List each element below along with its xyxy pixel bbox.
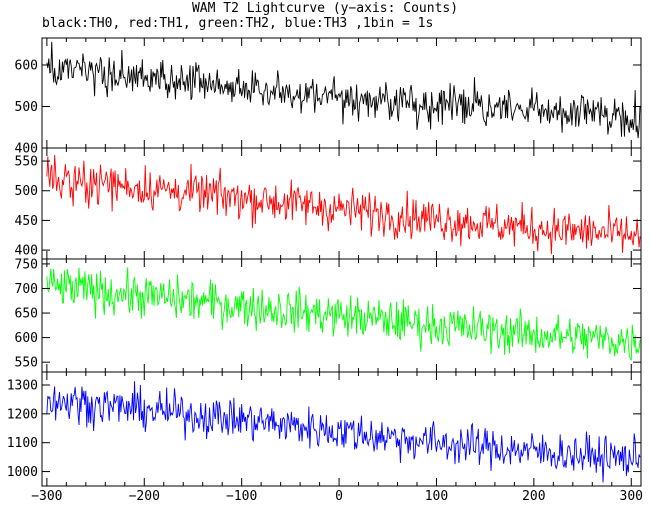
series-line-th1 xyxy=(46,154,641,255)
series-line-th2 xyxy=(46,267,641,361)
y-tick-label: 600 xyxy=(15,331,38,346)
y-tick-label: 500 xyxy=(15,100,38,115)
y-tick-label: 1300 xyxy=(7,378,38,393)
x-tick-label: −100 xyxy=(226,489,257,504)
series-line-th3 xyxy=(46,381,641,483)
y-tick-label: 750 xyxy=(15,257,38,272)
y-tick-label: 1200 xyxy=(7,407,38,422)
y-tick-label: 700 xyxy=(15,282,38,297)
panel-th1: 400 450 500 550 xyxy=(15,147,642,260)
y-tick-label: 500 xyxy=(15,184,38,199)
y-tick-label: 550 xyxy=(15,356,38,371)
y-tick-label: 400 xyxy=(15,244,38,259)
y-tick-label: 1000 xyxy=(7,465,38,480)
x-tick-label: 0 xyxy=(335,489,343,504)
panel-th2: 550 600 650 700 750 xyxy=(15,257,642,373)
y-tick-label: 450 xyxy=(15,214,38,229)
panel-th0: 400 500 600 xyxy=(15,37,642,157)
panel-frame xyxy=(41,371,642,487)
y-tick-label: 550 xyxy=(15,155,38,170)
x-tick-label: 300 xyxy=(620,489,643,504)
y-tick-label: 650 xyxy=(15,307,38,322)
x-tick-label: 100 xyxy=(425,489,448,504)
chart-title: WAM T2 Lightcurve (y−axis: Counts) xyxy=(191,1,459,16)
series-line-th0 xyxy=(46,41,641,139)
y-tick-label: 400 xyxy=(15,142,38,157)
chart-subtitle: black:TH0, red:TH1, green:TH2, blue:TH3 … xyxy=(42,16,434,31)
x-tick-label: −300 xyxy=(31,489,62,504)
x-tick-label: −200 xyxy=(129,489,160,504)
x-tick-label: 200 xyxy=(522,489,545,504)
y-tick-label: 1100 xyxy=(7,436,38,451)
y-tick-label: 600 xyxy=(15,58,38,73)
panel-th3: 1000 1100 1200 1300 xyxy=(7,371,642,487)
